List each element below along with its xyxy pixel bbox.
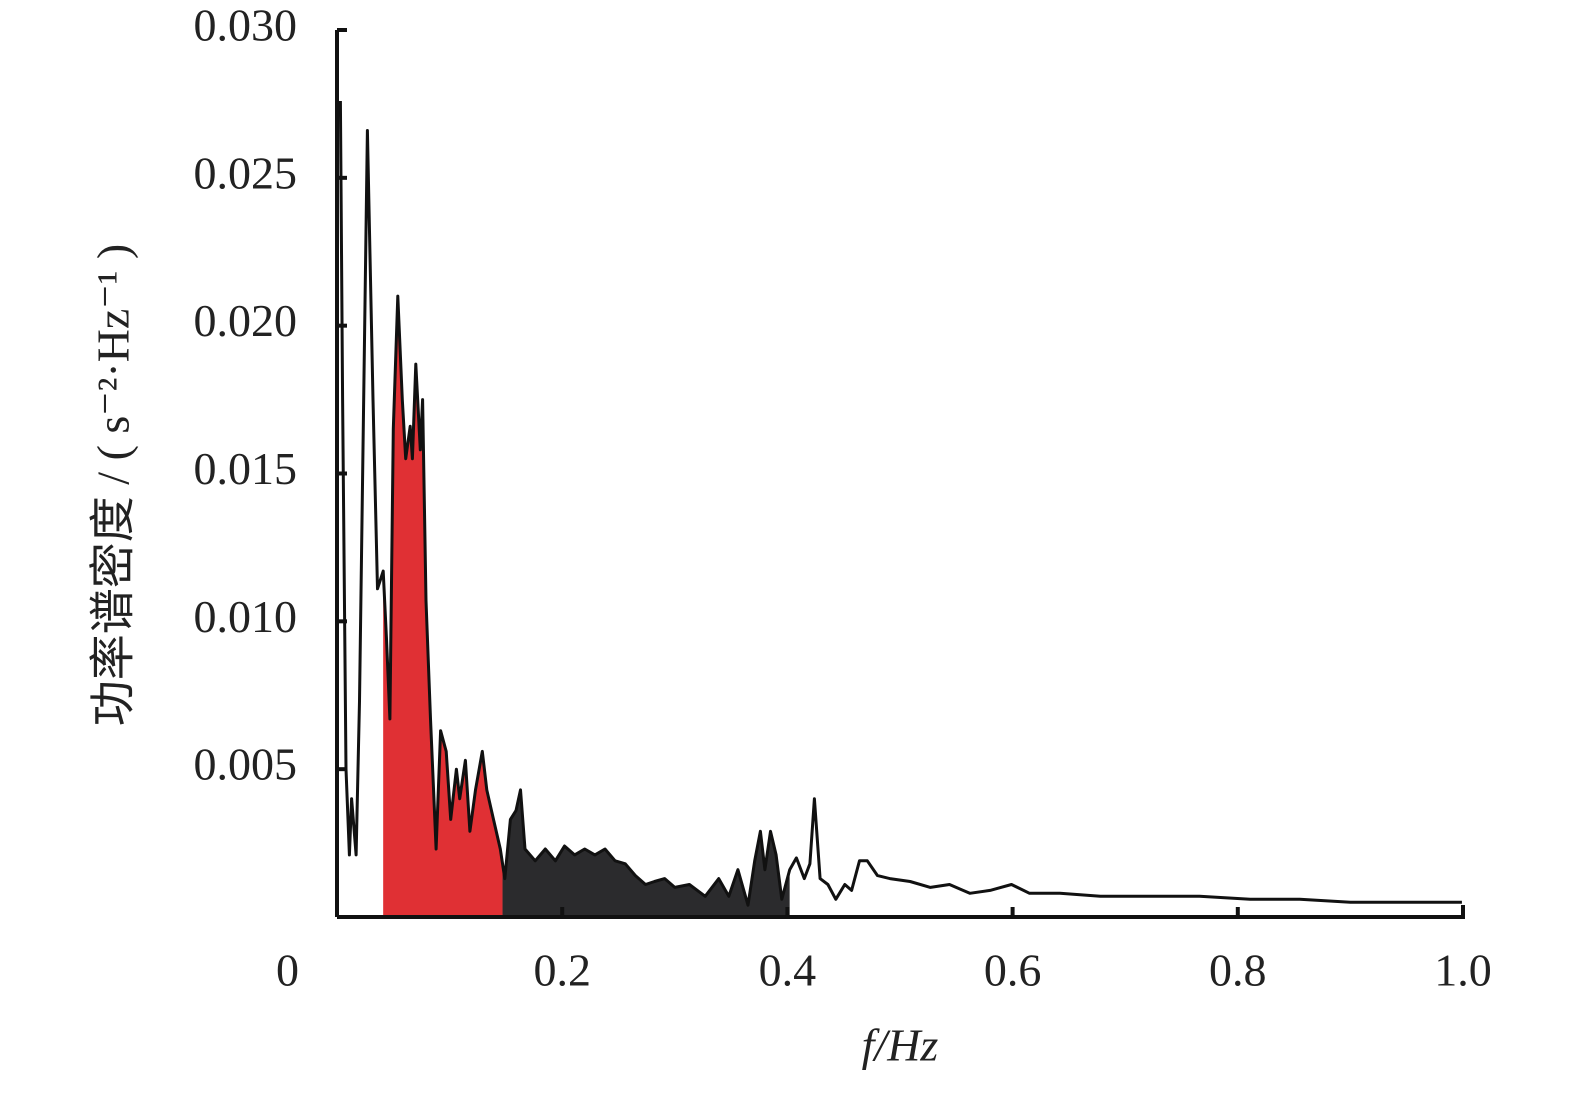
x-tick-label: 0.6 xyxy=(984,945,1042,996)
y-axis-label: 功率谱密度 / ( s⁻²·Hz⁻¹ ) xyxy=(88,244,139,726)
x-axis-label: f/Hz xyxy=(862,1020,939,1071)
bands xyxy=(383,296,790,918)
y-tick-label: 0.015 xyxy=(194,443,298,494)
y-tick-label: 0.005 xyxy=(194,739,298,790)
x-tick-label: 1.0 xyxy=(1434,945,1492,996)
x-tick-label: 0.4 xyxy=(759,945,817,996)
y-tick-label: 0.030 xyxy=(194,0,298,51)
x-tick-label: 0 xyxy=(276,945,299,996)
x-tick-label: 0.8 xyxy=(1209,945,1267,996)
y-tick-label: 0.010 xyxy=(194,591,298,642)
psd-line xyxy=(338,100,1462,907)
y-tick-label: 0.020 xyxy=(194,295,298,346)
band-fill xyxy=(502,789,790,917)
y-tick-label: 0.025 xyxy=(194,147,298,198)
x-tick-label: 0.2 xyxy=(533,945,591,996)
